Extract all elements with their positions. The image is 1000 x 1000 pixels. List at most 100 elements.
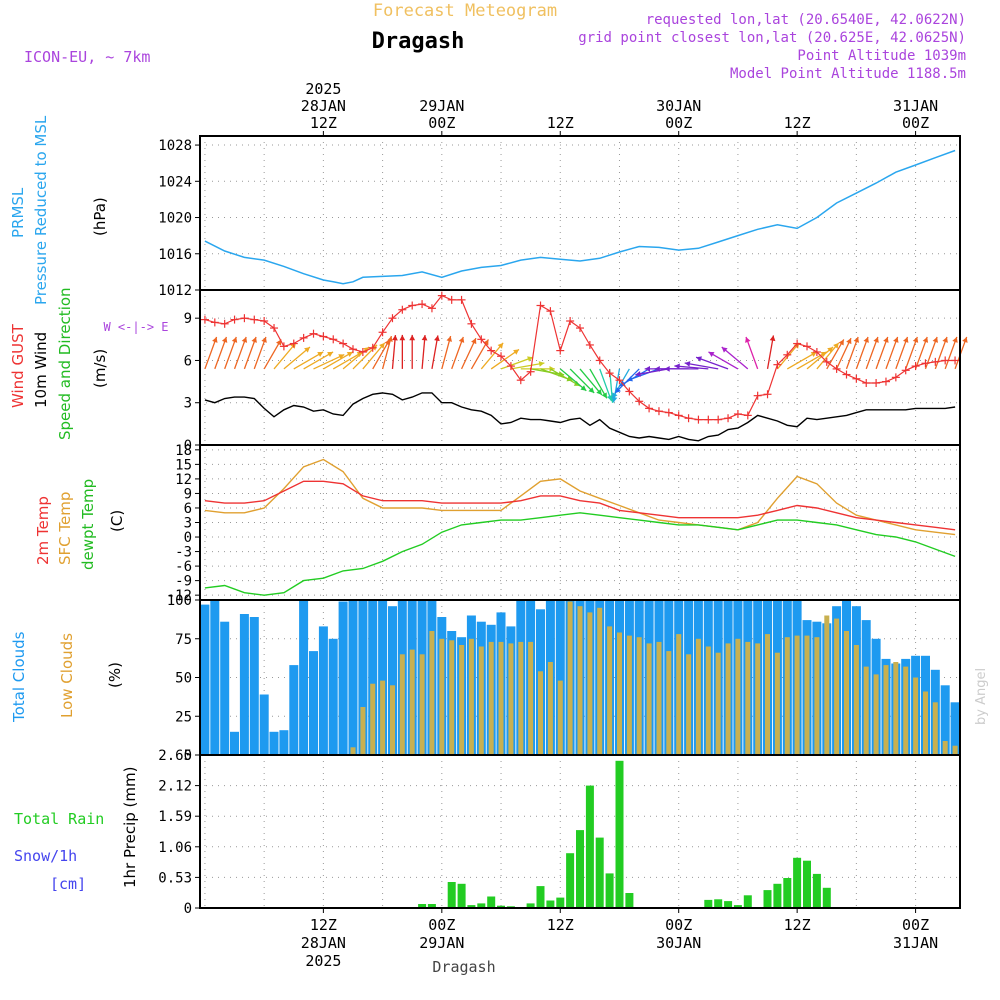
low-cloud-bar [824,615,830,755]
grid-point-coords: grid point closest lon,lat (20.625E, 42.… [578,30,966,46]
wind-arrow [293,351,324,370]
pressure-ytick-label: 1020 [158,211,192,227]
precip-bar [467,905,476,908]
wind-arrow [559,368,587,392]
precip-bar [793,857,802,908]
temperature-ytick-label: -6 [175,559,192,575]
temperature-ytick-label: 0 [184,530,192,546]
low-cloud-bar [646,643,652,755]
wind-arrow [323,351,354,370]
wind-arrow-head [863,337,869,343]
wind-arrow-head [664,366,670,372]
wind-arrow [273,342,297,370]
total-cloud-bar [299,600,309,755]
pressure-label-2: Pressure Reduced to MSL [32,115,50,305]
wind-arrow [421,334,426,369]
precip-ytick-label: 1.06 [158,840,192,856]
wind-arrow [875,336,889,370]
wind-arrow [224,336,237,370]
precip-ytick-label: 0 [184,901,192,917]
precip-bar [743,895,752,908]
wind-arrow [490,348,520,370]
wind-arrow [233,336,247,370]
wind-plot-area [200,290,960,445]
precip-bar [812,873,821,908]
wind-arrow-head [827,347,834,353]
precip-bar [418,904,427,908]
precip-ytick-label: 2.12 [158,779,192,795]
precip-ytick-label: 0.53 [158,870,192,886]
wind-arrow-head [588,387,595,393]
subtitle: Forecast Meteogram [373,1,557,21]
total-cloud-bar [940,685,950,756]
low-cloud-bar [942,741,948,755]
precip-bar [576,830,584,908]
precip-bar [487,896,496,908]
low-cloud-bar [932,702,938,755]
low-cloud-bar [844,631,849,755]
wind-arrow-head [458,337,465,343]
wind-compass: W <-|-> E [103,320,168,334]
panel-frame [199,754,961,909]
low-cloud-bar [784,637,790,755]
wind-arrow-head [596,389,602,395]
clouds-ytick-label: 0 [184,748,192,764]
wind-arrow-head [612,392,618,399]
temperature-ytick-label: 15 [175,457,192,473]
wind-arrow [626,368,660,382]
wind-arrow-head [421,335,428,341]
bottom-tick-label: 28JAN [301,934,346,952]
wind-arrow-head [838,339,844,346]
wind-arrow [865,336,879,370]
wind-arrow-head [674,363,680,370]
precip-bar [625,893,634,908]
low-cloud-bar [557,680,563,755]
precip-bar [546,900,555,908]
low-cloud-bar [774,652,780,755]
low-cloud-bar [626,635,632,755]
low-cloud-bar [794,635,800,755]
wind-arrow-head [317,351,324,357]
wind-arrow-head [601,392,607,399]
wind-arrow-head [721,347,728,353]
point-altitude: Point Altitude 1039m [797,48,966,64]
wind-arrow [283,346,311,370]
wind-arrow [391,334,397,369]
low-cloud-bar [577,606,583,755]
precip-bar [427,904,436,908]
precip-panel-labels: Total Rain Snow/1h [cm] 1hr Precip (mm) [14,767,139,893]
precip-ytick-label: 1.59 [158,809,192,825]
total-cloud-bar [388,606,397,755]
low-cloud-bar [370,683,376,755]
low-cloud-bar [804,635,810,755]
pressure-plot-area [200,136,960,290]
total-cloud-bar [249,617,259,755]
precip-bar [536,886,545,908]
total-cloud-bar [289,665,299,755]
wind-arrow [569,368,595,394]
precip-bar [783,878,792,908]
clouds-ytick-label: 75 [175,632,192,648]
low-cloud-bar [419,654,425,756]
wind-arrow [855,336,869,370]
low-cloud-bar [567,601,573,755]
wind-arrow-head [833,342,839,349]
wind-arrow-head [338,354,345,360]
bottom-tick-label: 00Z [902,916,929,934]
top-tick-label: 12Z [784,114,811,132]
wind-arrow [480,342,504,370]
low-cloud-bar [449,640,455,755]
precip-bar [477,903,486,908]
total-cloud-bar [950,702,960,755]
wind-ytick-label: 3 [184,396,192,412]
precip-bar [822,887,831,908]
wind-arrow [313,353,345,370]
wind-arrow [745,336,759,370]
wind-arrow-head [290,342,296,349]
top-tick-label: 00Z [428,114,455,132]
top-tick-label: 12Z [547,114,574,132]
low-cloud-bar [834,618,840,755]
wind-arrow [204,336,218,370]
